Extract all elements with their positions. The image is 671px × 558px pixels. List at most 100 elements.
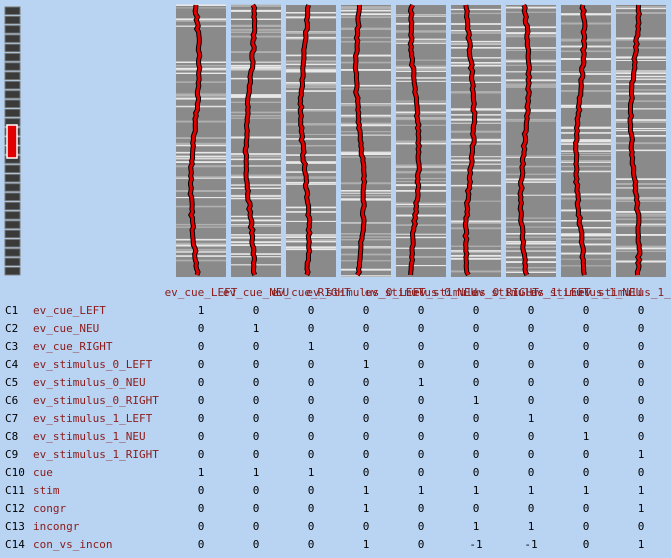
contrast-weight: 0 — [473, 466, 480, 479]
regressor-column — [561, 4, 611, 277]
contrast-weight: 0 — [418, 520, 425, 533]
column-header: ev_stimulus_1_RIGHT — [578, 286, 671, 299]
contrast-id: C8 — [5, 430, 18, 443]
contrast-weight: 0 — [308, 322, 315, 335]
contrast-weight: 0 — [638, 394, 645, 407]
contrast-weight: 1 — [638, 448, 645, 461]
timepoint-block — [4, 108, 21, 118]
contrast-weight: 0 — [583, 538, 590, 551]
regressor-curve — [518, 4, 532, 276]
regressor-column — [506, 3, 556, 277]
column-header: ev_cue_RIGHT — [271, 286, 351, 299]
contrast-name: ev_stimulus_1_NEU — [33, 430, 146, 443]
contrast-id: C11 — [5, 484, 25, 497]
contrast-name: stim — [33, 484, 60, 497]
contrast-weight: 1 — [308, 466, 315, 479]
contrast-weight: 1 — [253, 466, 260, 479]
contrast-weight: 0 — [418, 358, 425, 371]
contrast-name: ev_stimulus_1_RIGHT — [33, 448, 159, 461]
contrast-weight: 0 — [418, 394, 425, 407]
contrast-weight: 0 — [253, 412, 260, 425]
contrast-weight: 0 — [308, 358, 315, 371]
contrast-weight: 0 — [583, 502, 590, 515]
contrast-weight: 0 — [418, 466, 425, 479]
contrast-weight: 0 — [363, 520, 370, 533]
contrast-id: C13 — [5, 520, 25, 533]
timepoint-block — [4, 173, 21, 183]
contrast-weight: 0 — [198, 412, 205, 425]
contrast-weight: 1 — [363, 538, 370, 551]
contrast-weight: 1 — [473, 394, 480, 407]
contrast-weight: 0 — [253, 520, 260, 533]
contrast-weight: 0 — [583, 448, 590, 461]
contrast-name: ev_cue_RIGHT — [33, 340, 113, 353]
regressor-column — [396, 3, 446, 277]
regressor-curve — [408, 4, 421, 276]
contrast-weight: 0 — [198, 394, 205, 407]
contrast-id: C4 — [5, 358, 19, 371]
contrast-id: C14 — [5, 538, 25, 551]
column-header: ev_cue_NEU — [223, 286, 289, 299]
contrast-weight: 0 — [583, 466, 590, 479]
contrast-weight: 0 — [308, 412, 315, 425]
timepoint-block — [4, 80, 21, 90]
contrast-weight: 0 — [473, 412, 480, 425]
contrast-weight: 1 — [638, 484, 645, 497]
contrast-weight: 0 — [253, 304, 260, 317]
contrast-weight: 0 — [363, 322, 370, 335]
contrast-weight: 0 — [363, 376, 370, 389]
contrast-weight: 0 — [638, 376, 645, 389]
contrast-weight: 0 — [583, 376, 590, 389]
contrast-weight: 1 — [528, 484, 535, 497]
timepoint-block — [4, 6, 21, 15]
contrast-name: ev_cue_NEU — [33, 322, 99, 335]
contrast-weight: 0 — [528, 322, 535, 335]
contrast-weight: 0 — [363, 430, 370, 443]
contrast-id: C12 — [5, 502, 25, 515]
contrast-weight: 0 — [638, 340, 645, 353]
contrast-weight: 0 — [418, 304, 425, 317]
timepoint-block — [4, 43, 21, 53]
contrast-weight: 0 — [528, 394, 535, 407]
contrast-weight: 0 — [528, 430, 535, 443]
column-header: ev_stimulus_0_NEU — [365, 286, 478, 299]
contrast-weight: 0 — [528, 466, 535, 479]
contrast-weight: 0 — [198, 448, 205, 461]
contrast-weight: 0 — [363, 394, 370, 407]
timepoint-block — [4, 229, 21, 239]
contrast-weight: 0 — [638, 304, 645, 317]
contrast-weight: 0 — [308, 502, 315, 515]
contrast-name: cue — [33, 466, 53, 479]
regressor-curve — [298, 4, 312, 276]
regressor-column — [451, 4, 501, 277]
regressor-curve — [243, 4, 257, 276]
contrast-weight: 0 — [308, 484, 315, 497]
contrast-weight: 1 — [528, 520, 535, 533]
contrast-weight: 0 — [253, 484, 260, 497]
contrast-name: ev_stimulus_0_RIGHT — [33, 394, 159, 407]
contrast-weight: 0 — [363, 448, 370, 461]
contrast-weight: 1 — [473, 520, 480, 533]
contrast-weight: 1 — [198, 304, 205, 317]
contrast-weight: 0 — [473, 376, 480, 389]
contrast-weight: 0 — [198, 520, 205, 533]
contrast-weight: 0 — [473, 340, 480, 353]
regressor-curve — [188, 4, 202, 276]
contrast-weight: 1 — [253, 322, 260, 335]
contrast-weight: 0 — [473, 322, 480, 335]
contrast-weight: 0 — [583, 358, 590, 371]
contrast-weight: 0 — [638, 322, 645, 335]
contrast-name: congr — [33, 502, 66, 515]
contrast-id: C1 — [5, 304, 18, 317]
contrast-weight: 0 — [528, 502, 535, 515]
contrast-weight: 0 — [473, 304, 480, 317]
contrast-weight: 0 — [418, 322, 425, 335]
contrast-weight: 0 — [363, 340, 370, 353]
contrast-weight: 0 — [528, 448, 535, 461]
contrast-weight: 0 — [583, 412, 590, 425]
contrast-weight: 0 — [473, 502, 480, 515]
contrast-id: C6 — [5, 394, 18, 407]
contrast-weight: 1 — [198, 466, 205, 479]
highlight-block — [6, 124, 18, 159]
